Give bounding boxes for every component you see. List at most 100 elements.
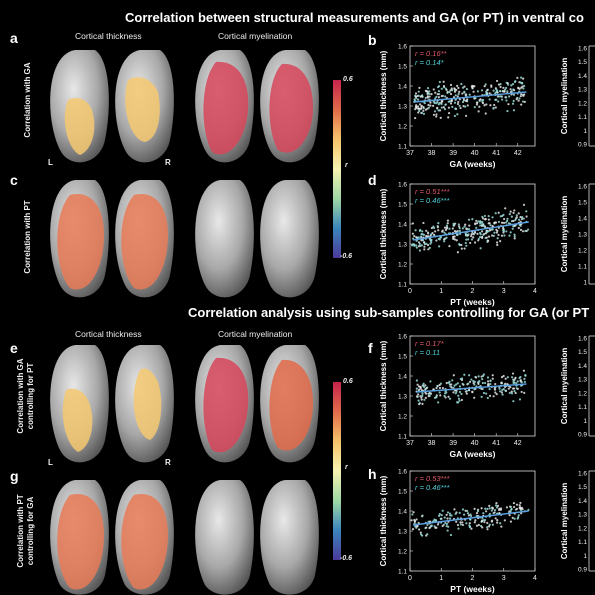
data-point	[445, 525, 448, 528]
data-point	[427, 106, 431, 109]
data-point	[518, 504, 521, 507]
data-point	[446, 226, 449, 229]
data-point	[473, 241, 477, 244]
data-point	[463, 225, 466, 228]
partial-chart-h2: 1.6 1.5 1.4 1.3 1.2 1.1 1 0.9 Cortical myelinati…	[560, 471, 595, 574]
data-point	[481, 220, 484, 224]
data-point	[506, 376, 509, 379]
data-point	[517, 212, 520, 215]
data-point	[490, 509, 493, 512]
data-point	[496, 504, 500, 507]
fit-line	[413, 221, 529, 241]
data-point	[426, 533, 429, 536]
data-point	[496, 519, 499, 522]
data-point	[432, 113, 436, 116]
partial-y-tick-label: 1.5	[578, 200, 587, 207]
data-point	[453, 384, 456, 387]
data-point	[424, 396, 427, 399]
data-point	[518, 218, 521, 221]
data-point	[456, 102, 460, 106]
x-axis-label: GA (weeks)	[450, 159, 496, 169]
data-point	[465, 392, 468, 395]
data-point	[505, 81, 508, 84]
data-point	[429, 101, 432, 104]
data-point	[522, 369, 526, 372]
data-point	[512, 501, 516, 505]
data-point	[414, 108, 417, 111]
data-point	[496, 521, 499, 524]
data-point	[502, 217, 506, 221]
data-point	[477, 523, 480, 527]
data-point	[449, 89, 452, 92]
data-point	[461, 523, 465, 527]
col-title-myelination-top: Cortical myelination	[218, 31, 293, 41]
data-point	[496, 241, 499, 244]
data-point	[423, 398, 426, 401]
partial-y-tick-label: 1.5	[578, 59, 587, 66]
data-point	[458, 98, 461, 101]
data-point	[475, 226, 478, 229]
data-point	[494, 382, 497, 386]
data-point	[412, 511, 415, 514]
data-point	[438, 391, 441, 394]
data-point	[475, 219, 478, 222]
stat-label: r = 0.46***	[415, 196, 450, 205]
data-point	[481, 387, 484, 391]
data-point	[521, 230, 525, 233]
data-point	[449, 83, 453, 87]
data-point	[452, 391, 455, 394]
data-point	[483, 85, 486, 88]
data-point	[458, 390, 462, 394]
data-point	[489, 224, 492, 227]
data-point	[434, 230, 437, 233]
data-point	[525, 215, 528, 218]
panel-label-g: g	[10, 468, 19, 484]
data-point	[415, 105, 418, 109]
data-point	[446, 517, 449, 520]
data-point	[448, 91, 451, 94]
data-point	[497, 211, 500, 214]
figure-title-top: Correlation between structural measureme…	[125, 10, 584, 25]
partial-y-tick-label: 1.2	[578, 525, 587, 532]
data-point	[455, 233, 459, 237]
data-point	[464, 241, 467, 245]
data-point	[462, 99, 466, 102]
data-point	[420, 244, 423, 247]
partial-y-axis-label: Cortical myelination	[560, 196, 569, 273]
data-point	[425, 392, 428, 395]
brain-g-myel-left	[195, 480, 254, 595]
data-point	[486, 376, 490, 379]
data-point	[499, 240, 502, 243]
data-point	[504, 377, 507, 380]
partial-y-tick-label: 1	[583, 128, 587, 135]
data-point	[429, 380, 432, 383]
data-point	[523, 377, 526, 380]
data-point	[483, 104, 486, 107]
data-point	[495, 502, 498, 505]
data-point	[490, 520, 493, 523]
data-point	[477, 382, 480, 385]
data-point	[514, 376, 517, 379]
data-point	[459, 523, 462, 526]
data-point	[513, 237, 516, 240]
brain-c-myel-right	[260, 180, 319, 298]
brain-c-right-overlay	[121, 194, 168, 290]
data-point	[480, 507, 483, 510]
data-point	[437, 222, 440, 225]
data-point	[520, 103, 523, 106]
data-point	[515, 387, 518, 390]
data-point	[513, 209, 516, 212]
data-point	[481, 102, 485, 105]
data-point	[476, 90, 480, 93]
data-point	[422, 221, 425, 225]
data-point	[449, 102, 453, 105]
data-point	[479, 220, 482, 223]
data-point	[484, 381, 487, 385]
data-point	[415, 246, 418, 249]
data-point	[494, 106, 497, 109]
data-point	[444, 521, 447, 525]
data-point	[428, 526, 431, 530]
x-tick-label: 2	[471, 575, 475, 582]
brain-g-myel-right	[260, 480, 319, 595]
partial-y-tick-label: 1.3	[578, 87, 587, 94]
